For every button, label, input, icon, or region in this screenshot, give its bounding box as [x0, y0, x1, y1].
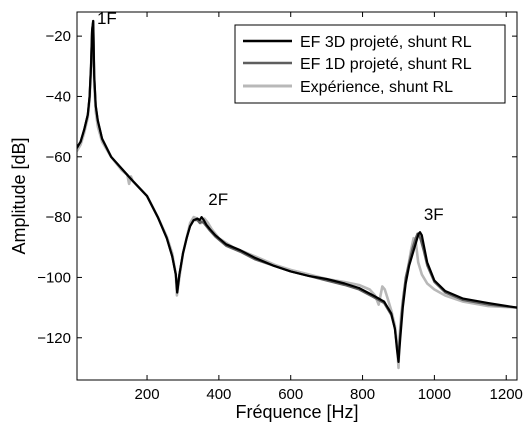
y-tick-label: −40: [46, 88, 71, 105]
series-line-0: [77, 19, 517, 363]
plot-frame: [76, 11, 518, 381]
series-layer: [77, 19, 517, 370]
x-tick-label: 600: [278, 386, 303, 403]
legend: EF 3D projeté, shunt RL EF 1D projeté, s…: [234, 24, 506, 104]
x-tick-label: 1000: [418, 386, 451, 403]
mode-annotation-label: 2F: [208, 190, 228, 209]
x-tick-label: 800: [350, 386, 375, 403]
x-axis-label: Fréquence [Hz]: [235, 402, 358, 422]
annotation-layer: 1F 2F 3F: [97, 9, 444, 224]
y-tick-label: −100: [37, 269, 71, 286]
x-tick-label: 1200: [490, 386, 523, 403]
mode-annotation-label: 3F: [424, 205, 444, 224]
legend-label-experience: Expérience, shunt RL: [300, 79, 453, 96]
mode-annotation-label: 1F: [97, 9, 117, 28]
y-tick-label: −20: [46, 28, 71, 45]
y-tick-label: −80: [46, 209, 71, 226]
x-tick-label: 200: [135, 386, 160, 403]
x-tick-label: 400: [206, 386, 231, 403]
legend-label-ef1d: EF 1D projeté, shunt RL: [300, 56, 472, 73]
y-tick-label: −120: [37, 330, 71, 347]
y-axis-label: Amplitude [dB]: [9, 137, 29, 254]
legend-label-ef3d: EF 3D projeté, shunt RL: [300, 34, 472, 51]
ticks-layer: 200 400 600 800 1000 1200 −20 −40 −60 −80 −100 −120: [37, 12, 523, 403]
y-tick-label: −60: [46, 149, 71, 166]
